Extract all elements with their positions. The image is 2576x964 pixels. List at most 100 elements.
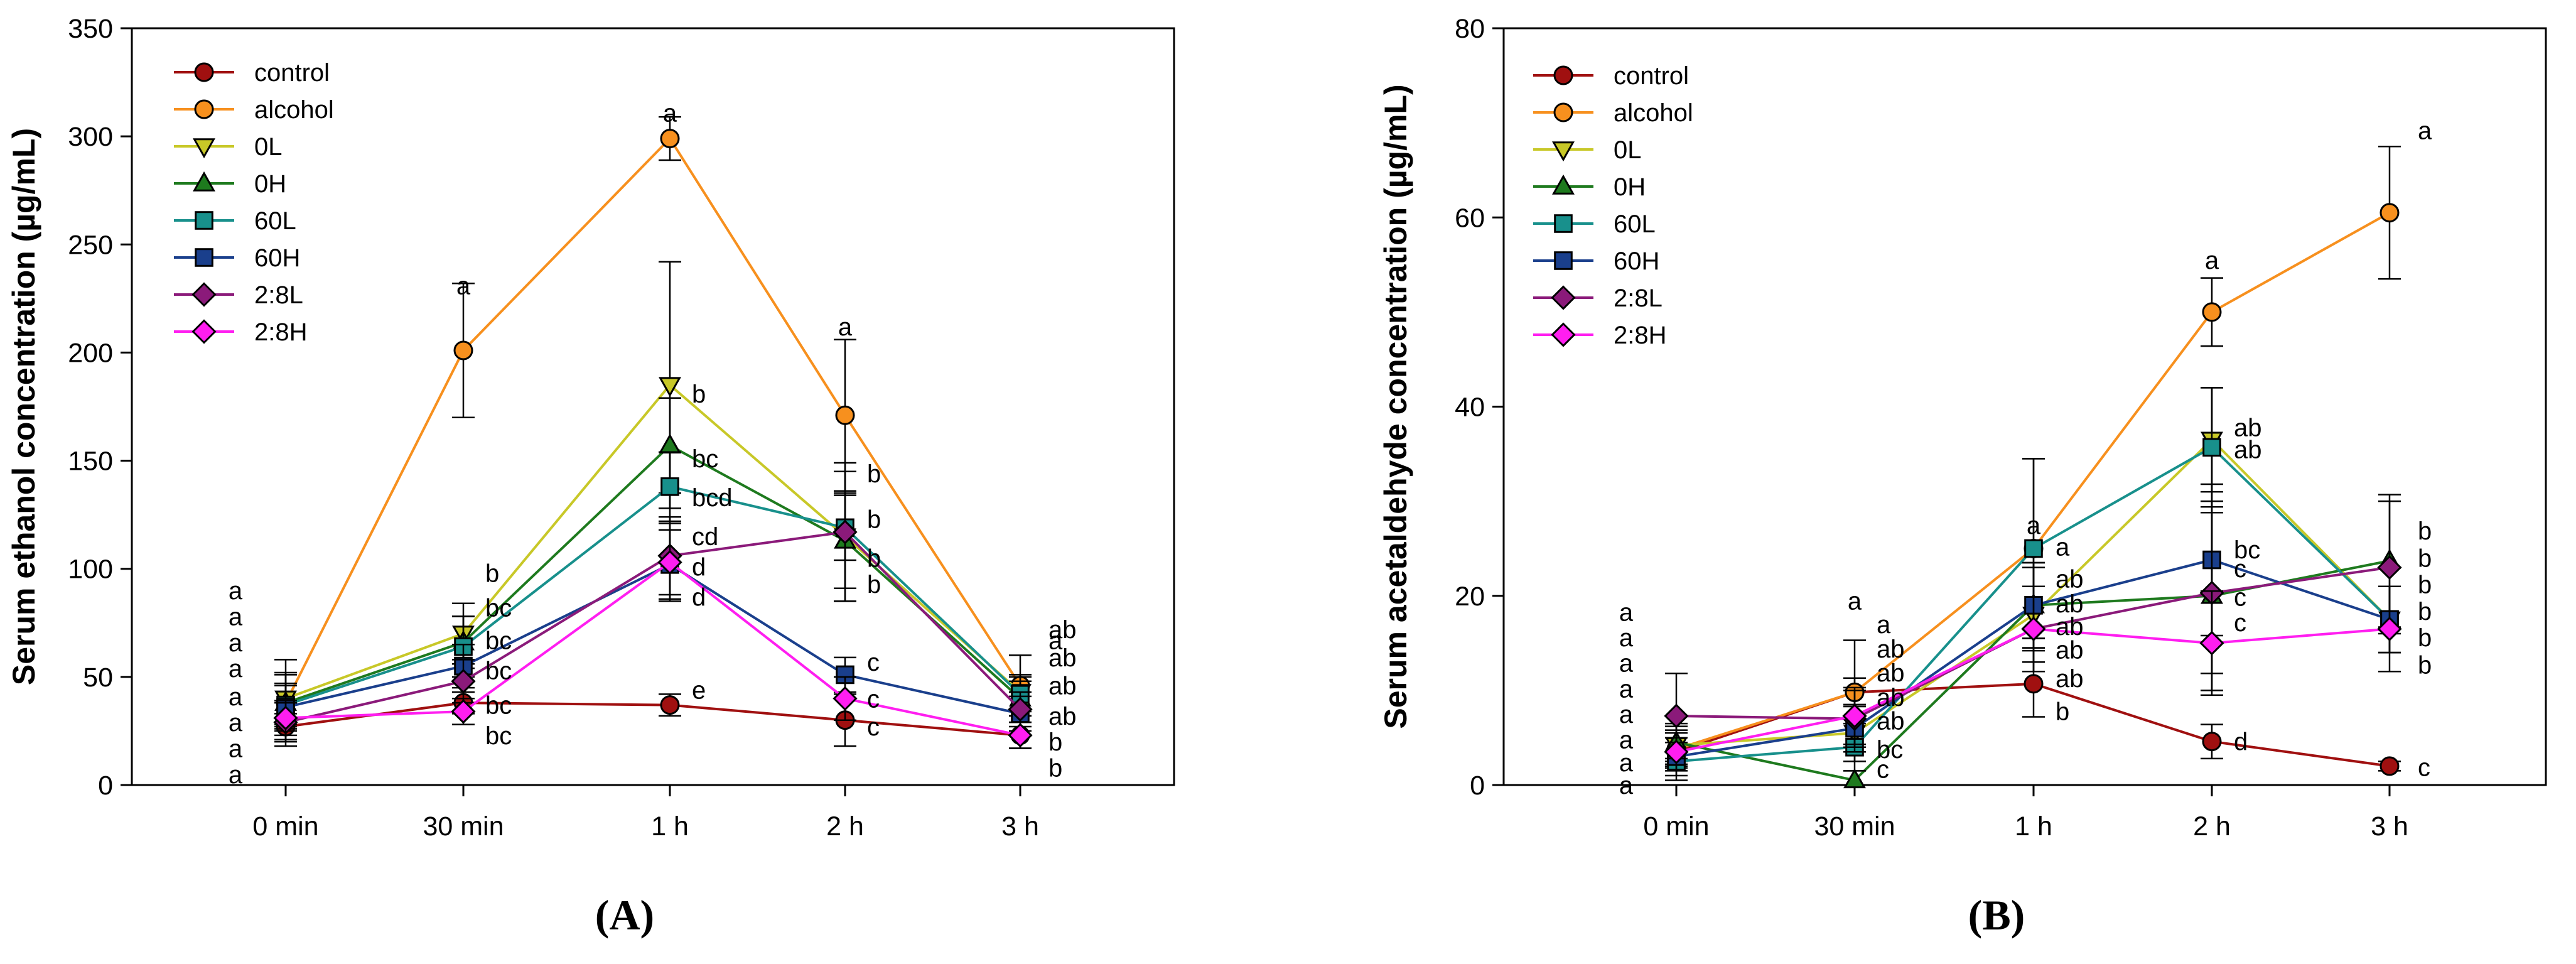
- significance-label: a: [229, 761, 243, 789]
- x-tick-label: 3 h: [1001, 811, 1039, 842]
- significance-label: b: [1048, 728, 1062, 756]
- data-point: [1664, 703, 1689, 728]
- legend-marker: [193, 171, 215, 192]
- data-point: [833, 686, 858, 711]
- significance-label: ab: [2234, 436, 2262, 463]
- data-point: [2024, 674, 2044, 694]
- legend-marker: [194, 62, 214, 82]
- significance-label: bc: [485, 595, 512, 622]
- y-tick-label: 0: [98, 771, 113, 801]
- y-tick-label: 60: [1455, 203, 1485, 233]
- y-tick-label: 350: [68, 14, 113, 44]
- series-line: [285, 563, 1021, 715]
- series-2-8h: [273, 523, 1033, 749]
- y-tick-label: 20: [1455, 582, 1485, 612]
- significance-label: a: [229, 735, 243, 762]
- significance-label: c: [2234, 583, 2246, 611]
- significance-label: b: [867, 545, 881, 573]
- x-tick-label: 0 min: [252, 811, 318, 842]
- x-tick-label: 3 h: [2371, 811, 2408, 842]
- data-point: [2377, 616, 2402, 642]
- data-point: [833, 519, 858, 544]
- significance-label: b: [2418, 571, 2432, 599]
- data-point: [2377, 555, 2402, 580]
- legend-marker: [1551, 285, 1576, 310]
- legend-label: 2:8H: [254, 318, 308, 346]
- series-line: [285, 531, 1021, 724]
- data-point: [451, 669, 476, 694]
- significance-label: bc: [1877, 736, 1903, 764]
- significance-label: a: [1619, 749, 1634, 777]
- legend-marker: [191, 319, 217, 344]
- significance-label: a: [1619, 598, 1634, 626]
- y-axis-title: Serum ethanol concentration (µg/mL): [6, 128, 41, 685]
- significance-label: a: [2205, 247, 2219, 274]
- legend-label: 60L: [254, 207, 296, 235]
- data-point: [2202, 438, 2221, 457]
- significance-label: cd: [692, 523, 718, 551]
- legend-marker: [193, 138, 215, 159]
- x-tick-label: 1 h: [651, 811, 689, 842]
- y-tick-label: 200: [68, 338, 113, 368]
- significance-label: bc: [485, 722, 512, 750]
- data-point: [2199, 631, 2224, 656]
- chart-panel-a: 0 50 100 150 200 250 300 350 0 min 30 min 1 h 2 h 3 …: [6, 14, 1175, 939]
- significance-label: ab: [2056, 665, 2084, 693]
- significance-label: a: [1848, 587, 1862, 615]
- significance-label: ab: [2056, 637, 2084, 664]
- legend: control alcohol 0L 0H 60L 60H 2:8L 2:8H: [174, 59, 334, 346]
- data-point: [2202, 302, 2222, 322]
- data-point: [2379, 203, 2400, 223]
- x-tick-label: 1 h: [2015, 811, 2052, 842]
- significance-label: ab: [1877, 659, 1905, 687]
- significance-label: c: [867, 685, 880, 713]
- data-point: [660, 695, 680, 715]
- legend-marker: [191, 282, 217, 307]
- series-line: [285, 485, 1021, 707]
- series-2-8h: [1664, 585, 2402, 772]
- significance-label: a: [229, 683, 243, 711]
- legend-marker: [195, 248, 213, 267]
- data-point: [451, 699, 476, 724]
- series-60h: [274, 529, 1032, 732]
- panel-label: (A): [595, 891, 654, 939]
- series-0h: [274, 397, 1032, 732]
- legend-label: alcohol: [1614, 99, 1693, 127]
- significance-label: c: [2234, 555, 2246, 583]
- significance-label: c: [867, 649, 880, 676]
- significance-label: ab: [1877, 636, 1905, 663]
- significance-label: a: [229, 603, 243, 631]
- legend-label: 0H: [1614, 173, 1646, 201]
- legend-label: 0L: [254, 133, 283, 161]
- legend-label: 60L: [1614, 210, 1656, 238]
- series-line: [285, 701, 1021, 737]
- significance-label: ab: [1877, 708, 1905, 735]
- data-point: [453, 340, 473, 360]
- legend-label: 60H: [254, 244, 300, 272]
- series-60l: [274, 451, 1032, 728]
- significance-label: d: [2234, 728, 2248, 756]
- legend-label: 2:8H: [1614, 322, 1667, 349]
- significance-label: ab: [1048, 703, 1077, 730]
- significance-label: a: [229, 655, 243, 683]
- significance-label: ab: [2056, 613, 2084, 641]
- significance-label: d: [692, 553, 706, 581]
- data-point: [2202, 732, 2222, 752]
- significance-label: d: [692, 583, 706, 611]
- significance-label: bc: [485, 658, 512, 685]
- significance-label: a: [1619, 624, 1634, 652]
- significance-label: a: [663, 99, 677, 127]
- legend-marker: [1553, 102, 1573, 122]
- series-0l: [274, 261, 1032, 725]
- significance-label: a: [1048, 627, 1063, 654]
- significance-label: ab: [1877, 684, 1905, 712]
- legend-label: 2:8L: [1614, 284, 1663, 312]
- x-tick-label: 2 h: [826, 811, 864, 842]
- legend-marker: [1552, 174, 1575, 195]
- legend: control alcohol 0L 0H 60L 60H 2:8L 2:8H: [1533, 62, 1693, 349]
- series-line: [284, 136, 1021, 704]
- series-line: [285, 383, 1021, 700]
- significance-label: a: [2056, 533, 2070, 561]
- data-point: [2024, 539, 2043, 558]
- data-point: [660, 129, 680, 149]
